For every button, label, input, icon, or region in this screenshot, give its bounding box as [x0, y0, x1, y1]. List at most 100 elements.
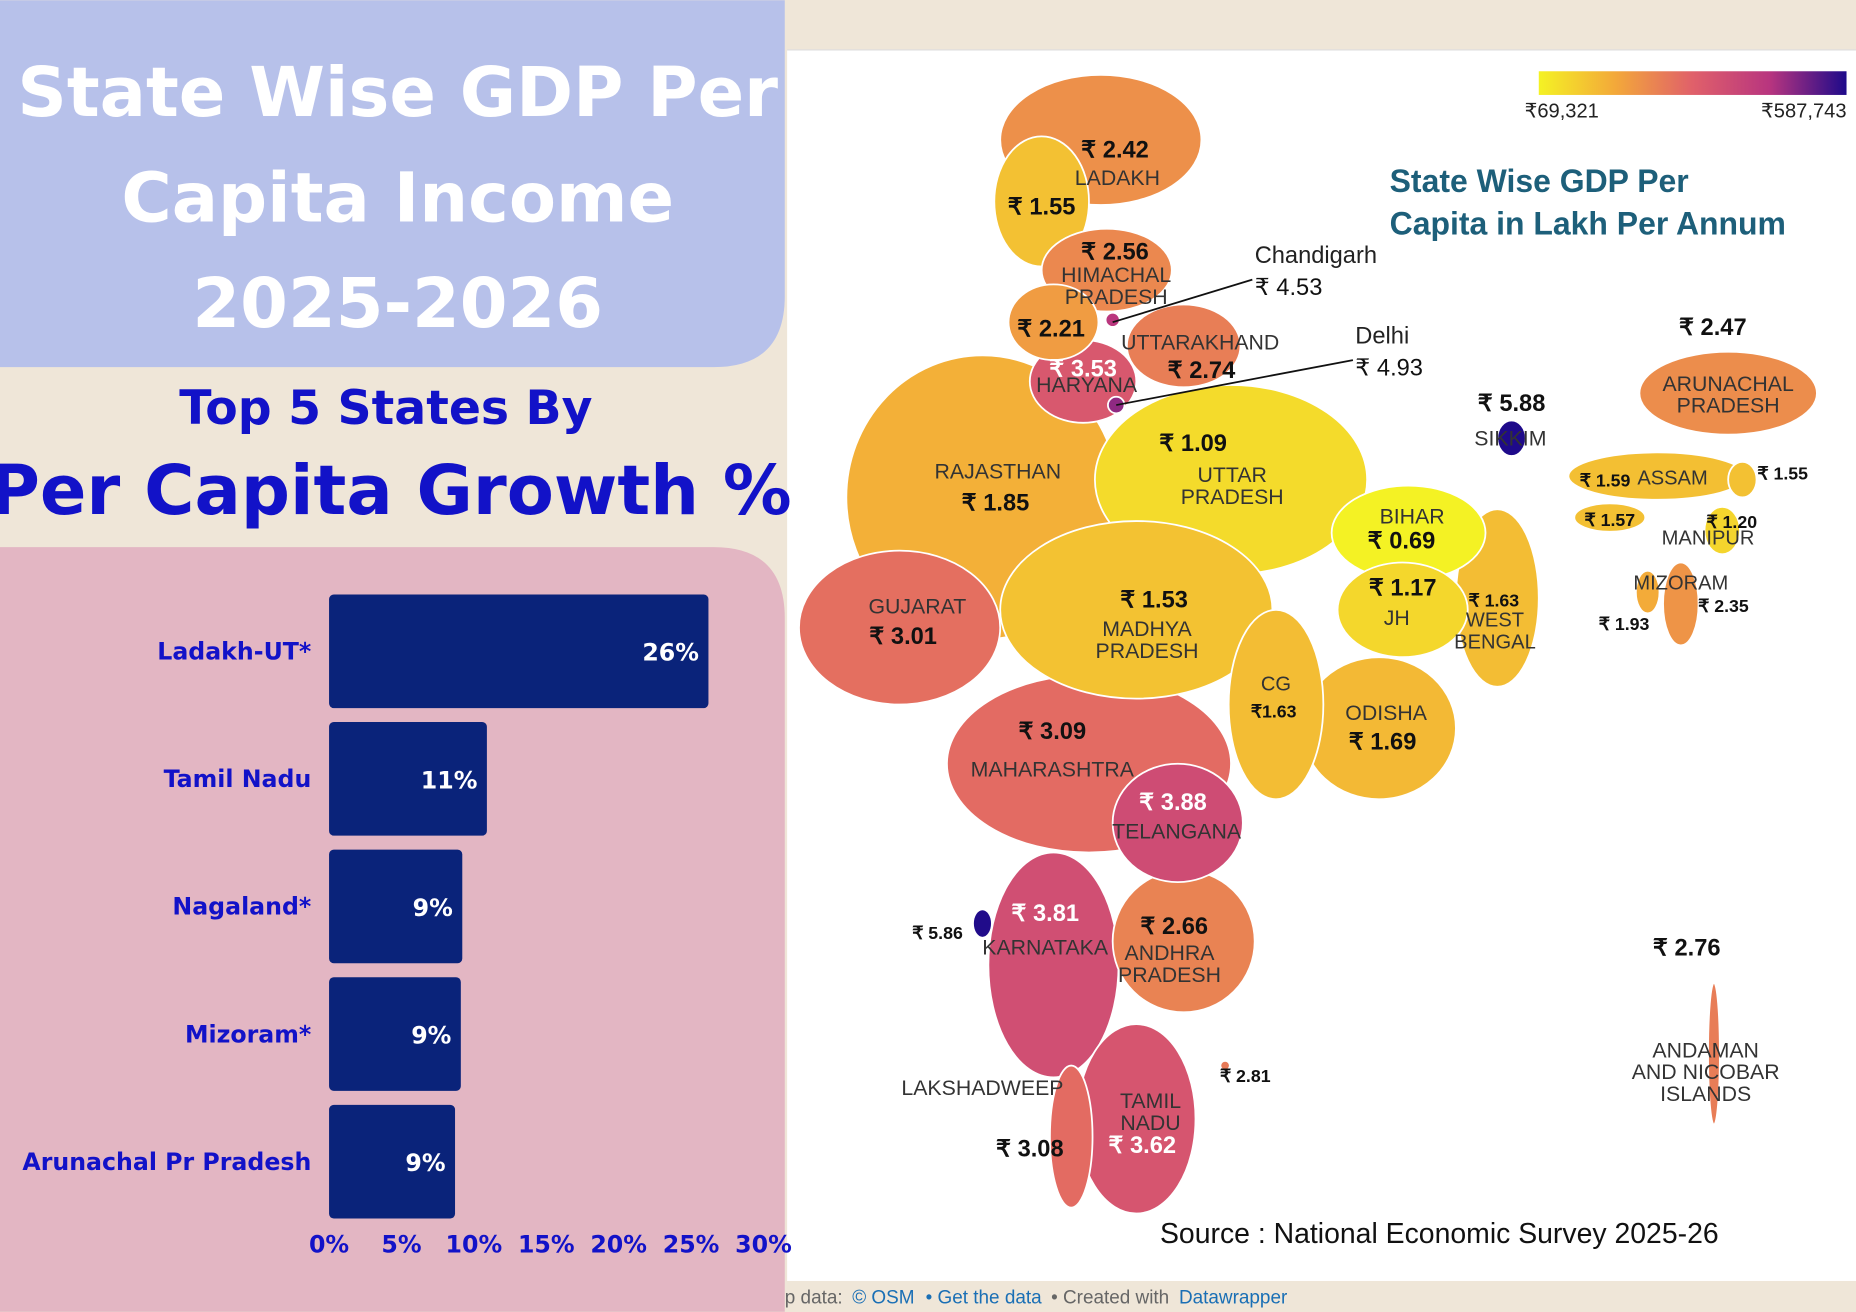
- region-name: WEST BENGAL: [1454, 609, 1536, 653]
- value-label: ₹ 2.66: [1140, 914, 1208, 940]
- footer-link[interactable]: © OSM: [852, 1287, 914, 1308]
- category-label: Nagaland*: [172, 893, 311, 921]
- region: [1703, 505, 1741, 556]
- region-name: UTTAR PRADESH: [1181, 463, 1284, 509]
- value-label: 9%: [405, 1149, 445, 1177]
- footer-link[interactable]: • Get the data: [926, 1287, 1043, 1308]
- value-label: ₹ 1.57: [1584, 510, 1635, 530]
- region-name: ANDAMAN AND NICOBAR ISLANDS: [1632, 1038, 1780, 1106]
- region: [1301, 656, 1457, 801]
- value-label: ₹ 3.88: [1139, 790, 1207, 816]
- region: [1049, 1064, 1094, 1209]
- source: Source : National Economic Survey 2025-2…: [1160, 1218, 1719, 1250]
- region-name: RAJASTHAN: [935, 459, 1062, 483]
- callout-line: [1112, 278, 1253, 324]
- region-name: HARYANA: [1036, 373, 1138, 397]
- region-name: ASSAM: [1637, 467, 1707, 489]
- region-name: MANIPUR: [1662, 528, 1755, 550]
- category-label: Arunachal Pr Pradesh: [22, 1148, 311, 1176]
- legend-label: ₹69,321: [1525, 100, 1599, 122]
- value-label: ₹ 2.42: [1081, 138, 1149, 164]
- value-label: ₹ 1.69: [1349, 730, 1417, 756]
- region: [1336, 561, 1469, 659]
- value-label: ₹ 3.53: [1049, 357, 1117, 383]
- bar: [329, 849, 463, 964]
- value-label: ₹ 2.35: [1698, 596, 1749, 616]
- value-label: ₹ 3.62: [1108, 1133, 1176, 1159]
- bar: [329, 977, 461, 1091]
- value-label: ₹ 2.76: [1653, 935, 1721, 961]
- bar: [329, 1104, 456, 1219]
- region-name: BIHAR: [1380, 504, 1445, 528]
- x-tick-label: 25%: [663, 1231, 720, 1259]
- region-name: CG: [1261, 673, 1291, 695]
- value-label: ₹ 5.86: [912, 923, 963, 943]
- value-label: ₹ 3.09: [1018, 719, 1086, 745]
- value-label: ₹ 1.55: [1757, 464, 1808, 484]
- region-name: ODISHA: [1345, 701, 1427, 725]
- value-label: ₹ 3.81: [1011, 901, 1079, 927]
- region-name: TAMIL NADU: [1120, 1089, 1181, 1135]
- value-label: ₹ 1.17: [1369, 576, 1437, 602]
- bar: [329, 594, 709, 709]
- value-label: ₹ 2.56: [1081, 239, 1149, 265]
- region: [1638, 350, 1818, 436]
- region: [1727, 460, 1758, 499]
- category-label: Ladakh-UT*: [157, 638, 311, 666]
- region: [1707, 981, 1721, 1126]
- region: [798, 549, 1002, 706]
- region: [1662, 561, 1700, 647]
- region: [1111, 762, 1244, 883]
- region: [1125, 303, 1242, 389]
- value-label: ₹ 2.21: [1017, 316, 1085, 342]
- region-name: JH: [1384, 606, 1410, 630]
- page-title: 2025-2026: [192, 264, 603, 344]
- region: [1496, 419, 1527, 457]
- subtitle: Per Capita Growth %: [0, 451, 792, 531]
- value-label: 26%: [642, 639, 699, 667]
- region-name: GUJARAT: [868, 594, 966, 618]
- value-label: ₹ 3.08: [996, 1137, 1064, 1163]
- value-label: ₹ 2.81: [1220, 1066, 1271, 1086]
- footer-text: p data:: [785, 1287, 843, 1308]
- region: [987, 851, 1120, 1079]
- page-title: Capita Income: [121, 159, 674, 239]
- region: [1634, 569, 1661, 615]
- value-label: ₹ 3.01: [869, 624, 937, 650]
- value-label: 11%: [421, 766, 478, 794]
- page-title: State Wise GDP Per: [17, 53, 778, 133]
- bar-chart: 0% 5% 10% 15% 20% 25% 30% Ladakh-UT* 26% Tamil Na…: [22, 594, 792, 1259]
- x-tick-label: 0%: [309, 1231, 349, 1259]
- value-label: ₹ 2.74: [1168, 358, 1237, 384]
- region-name: UTTARAKHAND: [1121, 330, 1279, 354]
- x-tick-label: 30%: [735, 1231, 792, 1259]
- region-name: LADAKH: [1075, 166, 1160, 190]
- callout-line: [1116, 359, 1354, 406]
- value-label: ₹ 5.88: [1478, 391, 1546, 417]
- region-name: LAKSHADWEEP: [901, 1076, 1063, 1100]
- region: [1573, 502, 1647, 533]
- value-label: ₹ 1.63: [1468, 590, 1519, 610]
- value-label: ₹ 1.20: [1706, 512, 1757, 532]
- map-title: Capita in Lakh Per Annum: [1390, 206, 1786, 242]
- region-name: ARUNACHAL PRADESH: [1662, 372, 1794, 418]
- bar: [329, 722, 487, 836]
- value-label: ₹ 1.09: [1159, 431, 1227, 457]
- x-tick-label: 5%: [381, 1231, 421, 1259]
- x-tick-label: 20%: [590, 1231, 647, 1259]
- region-name: ANDHRA PRADESH: [1118, 941, 1221, 987]
- region-name: Chandigarh: [1255, 243, 1377, 269]
- value-label: ₹ 4.93: [1355, 355, 1423, 381]
- footer-link[interactable]: Datawrapper: [1179, 1287, 1287, 1308]
- region: [1227, 608, 1325, 801]
- value-label: 9%: [413, 894, 453, 922]
- region: [1219, 1059, 1231, 1072]
- value-label: ₹1.63: [1251, 702, 1297, 722]
- color-legend: [1538, 71, 1847, 95]
- value-label: ₹ 1.59: [1580, 471, 1631, 491]
- value-label: ₹ 1.93: [1599, 614, 1650, 634]
- x-tick-label: 10%: [446, 1231, 503, 1259]
- value-label: ₹ 2.47: [1679, 315, 1747, 341]
